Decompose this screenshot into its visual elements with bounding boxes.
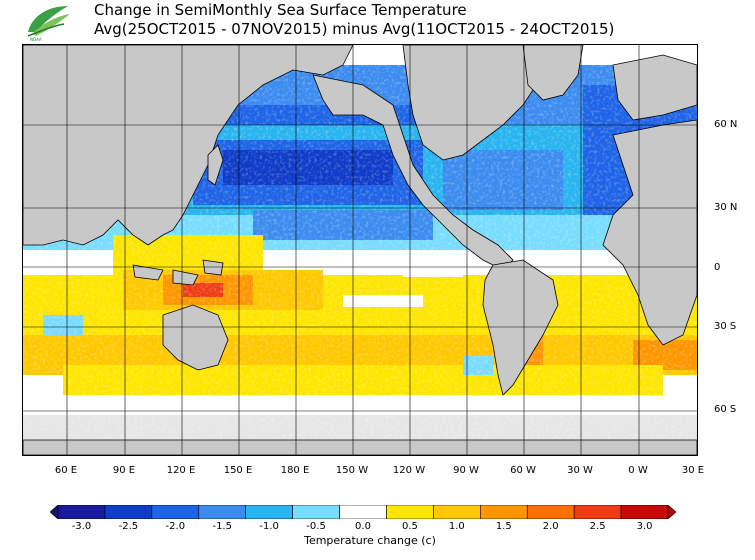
sst-change-map xyxy=(22,44,698,456)
legend-color-cell xyxy=(620,505,669,519)
legend-color-cell xyxy=(480,505,528,519)
legend-colorbar xyxy=(50,505,676,519)
lon-label-120w: 120 W xyxy=(392,465,426,476)
legend-title: Temperature change (c) xyxy=(304,534,436,547)
lon-label-90w: 90 W xyxy=(453,465,479,476)
lon-label-60w: 60 W xyxy=(510,465,536,476)
legend-high-arrow xyxy=(667,505,676,519)
legend-color-cell xyxy=(198,505,246,519)
lon-label-180e: 180 E xyxy=(280,465,310,476)
legend-tick-label: -3.0 xyxy=(71,521,92,532)
legend-tick-label: 2.0 xyxy=(542,521,559,532)
lat-label-60n: 60 N xyxy=(714,119,738,130)
legend-tick-label: -0.5 xyxy=(306,521,326,532)
graticule xyxy=(23,45,697,455)
lon-label-90e: 90 E xyxy=(112,465,136,476)
leaf-logo-icon: NOAA xyxy=(27,6,70,42)
lon-label-120e: 120 E xyxy=(166,465,196,476)
legend-color-cell xyxy=(151,505,200,519)
legend-color-cell xyxy=(339,505,387,519)
legend-tick-label: -2.0 xyxy=(165,521,186,532)
legend-tick-label: 2.5 xyxy=(589,521,606,532)
lat-label-0: 0 xyxy=(714,262,721,273)
legend-tick-label: -1.5 xyxy=(212,521,232,532)
legend-tick-label: 0.5 xyxy=(401,521,418,532)
chart-title: Change in SemiMonthly Sea Surface Temper… xyxy=(94,1,467,19)
legend-tick-label: 0.0 xyxy=(355,521,371,532)
lon-label-0w: 0 W xyxy=(628,465,648,476)
legend-low-arrow xyxy=(50,505,59,519)
legend-tick-label: -1.0 xyxy=(259,521,279,532)
lat-label-30n: 30 N xyxy=(714,202,738,213)
lon-label-150e: 150 E xyxy=(223,465,253,476)
legend-tick-label: 1.5 xyxy=(495,521,512,532)
lon-label-150w: 150 W xyxy=(335,465,369,476)
legend-color-cell xyxy=(433,505,481,519)
legend-color-cell xyxy=(57,505,106,519)
legend-color-cell xyxy=(245,505,293,519)
legend-color-cell xyxy=(573,505,622,519)
legend-color-cell xyxy=(104,505,153,519)
lon-label-30e: 30 E xyxy=(681,465,705,476)
legend-color-cell xyxy=(386,505,434,519)
land-masses xyxy=(23,45,697,455)
map-canvas xyxy=(23,45,697,455)
legend-tick-label: -2.5 xyxy=(118,521,139,532)
legend-color-cell xyxy=(292,505,340,519)
logo-text: NOAA xyxy=(30,37,42,42)
chart-subtitle: Avg(25OCT2015 - 07NOV2015) minus Avg(11O… xyxy=(94,20,615,38)
legend-color-cell xyxy=(526,505,575,519)
lat-label-60s: 60 S xyxy=(714,404,737,415)
legend-tick-label: 1.0 xyxy=(448,521,465,532)
legend-tick-label: 3.0 xyxy=(636,521,653,532)
lon-label-30w: 30 W xyxy=(567,465,593,476)
lat-label-30s: 30 S xyxy=(714,321,737,332)
lon-label-60e: 60 E xyxy=(54,465,78,476)
